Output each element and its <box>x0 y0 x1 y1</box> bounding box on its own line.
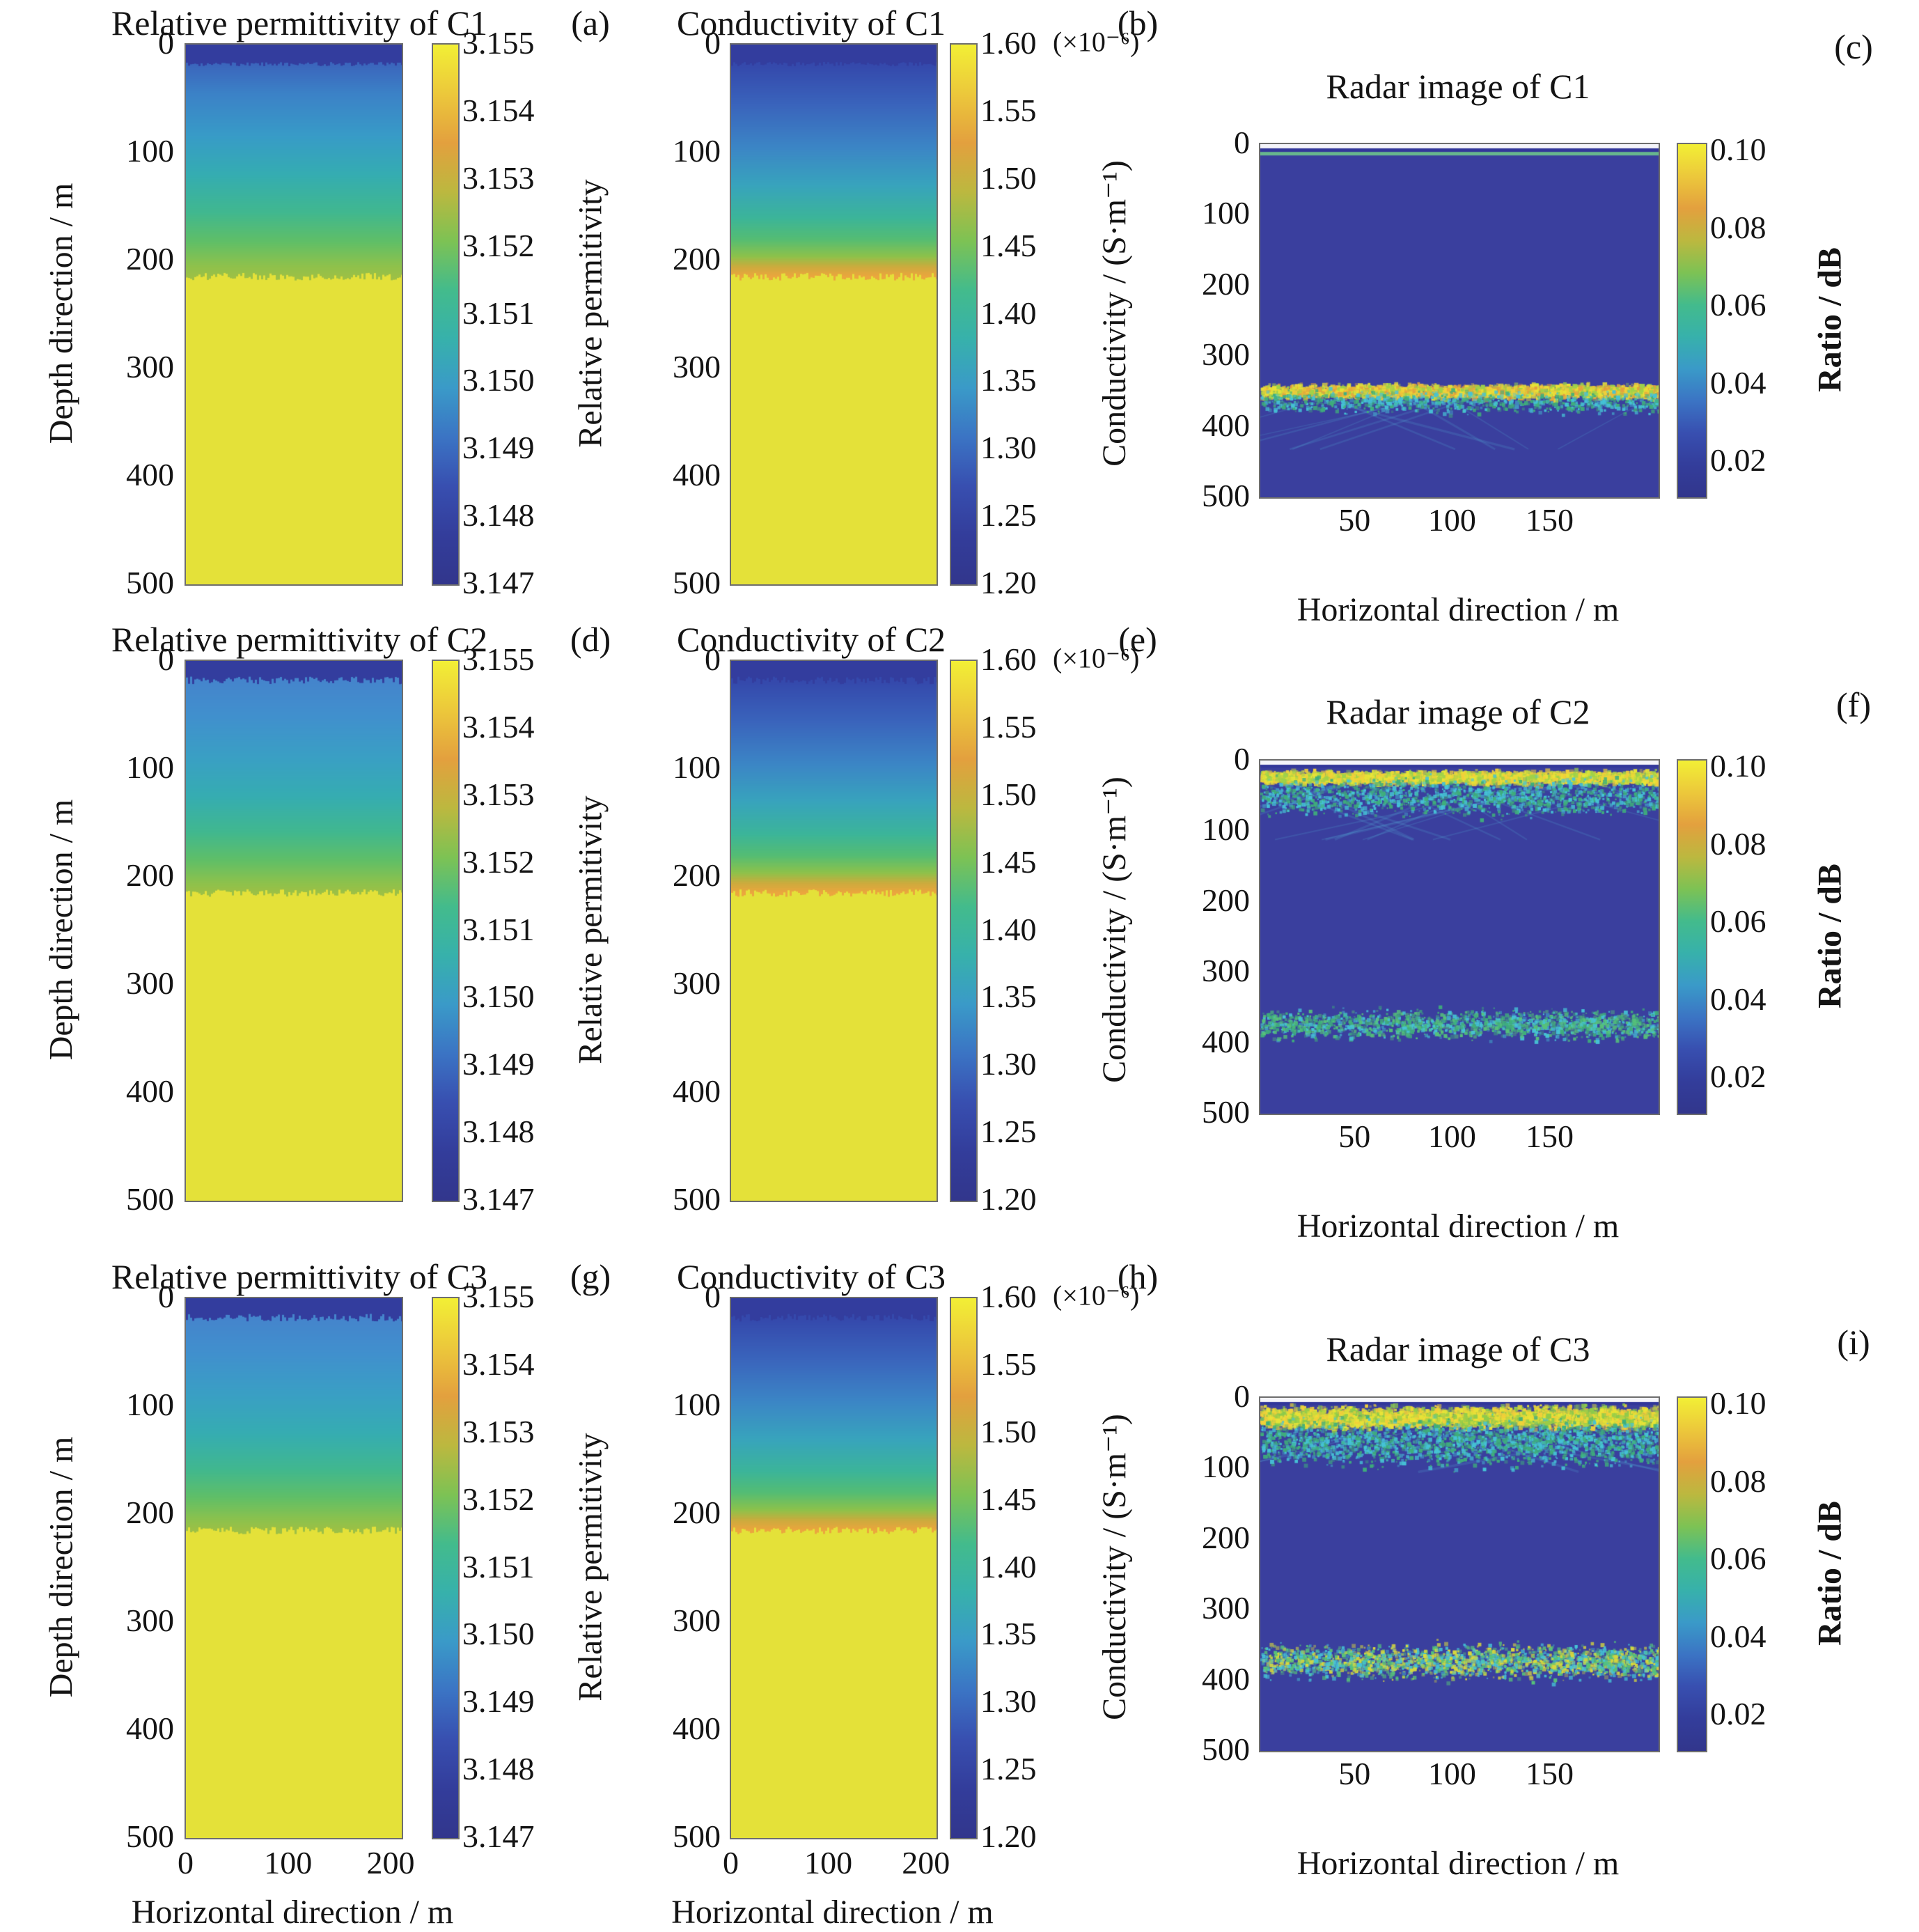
y-tick-label: 200 <box>1125 885 1250 917</box>
panel-c: Radar image of C1 (c) Ratio / dB Horizon… <box>0 0 1919 616</box>
y-tick-label: 200 <box>1125 268 1250 300</box>
colorbar-tick-label: 0.10 <box>1710 1387 1767 1419</box>
colorbar-tick-label: 0.06 <box>1710 905 1767 937</box>
colorbar-tick-label: 0.04 <box>1710 1621 1767 1653</box>
colorbar-tick-label: 0.08 <box>1710 1465 1767 1497</box>
y-tick-label: 0 <box>1125 743 1250 775</box>
y-tick-label: 500 <box>1125 480 1250 512</box>
colorbar-tick-label: 0.10 <box>1710 750 1767 782</box>
panel-title: Radar image of C3 <box>1326 1329 1590 1369</box>
x-axis-label: Horizontal direction / m <box>1297 1207 1620 1245</box>
panel-letter: (i) <box>1837 1322 1870 1362</box>
x-tick-label: 100 <box>1428 1121 1476 1153</box>
y-tick-label: 300 <box>1125 338 1250 371</box>
colorbar-tick-label: 0.02 <box>1710 1061 1767 1093</box>
panel-title: Radar image of C1 <box>1326 66 1590 107</box>
colorbar-tick-label: 0.06 <box>1710 1543 1767 1575</box>
y-tick-label: 100 <box>1125 813 1250 846</box>
y-tick-label: 200 <box>1125 1522 1250 1554</box>
colorbar <box>1677 143 1707 499</box>
x-tick-label: 50 <box>1338 1121 1370 1153</box>
y-tick-label: 400 <box>1125 410 1250 442</box>
colorbar-tick-label: 0.02 <box>1710 1698 1767 1730</box>
panel-f: Radar image of C2 (f) Ratio / dB Horizon… <box>0 616 1919 1254</box>
panel-title: Radar image of C2 <box>1326 692 1590 732</box>
colorbar <box>1677 759 1707 1115</box>
colorbar-label: Ratio / dB <box>1811 247 1849 391</box>
y-tick-label: 100 <box>1125 197 1250 229</box>
radar-image-canvas <box>1259 143 1660 499</box>
y-tick-label: 500 <box>1125 1096 1250 1128</box>
y-tick-label: 100 <box>1125 1451 1250 1483</box>
colorbar-tick-label: 0.08 <box>1710 212 1767 244</box>
y-tick-label: 300 <box>1125 955 1250 987</box>
colorbar-tick-label: 0.02 <box>1710 444 1767 476</box>
x-tick-label: 150 <box>1526 504 1574 536</box>
colorbar-tick-label: 0.08 <box>1710 828 1767 860</box>
x-tick-label: 50 <box>1338 1758 1370 1790</box>
x-tick-label: 150 <box>1526 1121 1574 1153</box>
x-tick-label: 150 <box>1526 1758 1574 1790</box>
radar-image-canvas <box>1259 1396 1660 1752</box>
x-axis-label: Horizontal direction / m <box>1297 1844 1620 1883</box>
figure-canvas: Relative permittivity of C1 (a) Depth di… <box>0 0 1919 1932</box>
x-tick-label: 100 <box>1428 504 1476 536</box>
colorbar-tick-label: 0.10 <box>1710 134 1767 166</box>
y-tick-label: 400 <box>1125 1663 1250 1695</box>
x-tick-label: 50 <box>1338 504 1370 536</box>
colorbar-tick-label: 0.04 <box>1710 367 1767 399</box>
radar-image-canvas <box>1259 759 1660 1115</box>
x-tick-label: 100 <box>1428 1758 1476 1790</box>
panel-i: Radar image of C3 (i) Ratio / dB Horizon… <box>0 1254 1919 1932</box>
y-tick-label: 0 <box>1125 127 1250 159</box>
colorbar <box>1677 1396 1707 1752</box>
colorbar-label: Ratio / dB <box>1811 863 1849 1008</box>
y-tick-label: 300 <box>1125 1592 1250 1624</box>
y-tick-label: 0 <box>1125 1380 1250 1412</box>
y-tick-label: 400 <box>1125 1026 1250 1058</box>
panel-letter: (c) <box>1834 26 1873 67</box>
y-tick-label: 500 <box>1125 1734 1250 1766</box>
panel-letter: (f) <box>1836 685 1871 725</box>
colorbar-label: Ratio / dB <box>1811 1500 1849 1645</box>
colorbar-tick-label: 0.06 <box>1710 289 1767 321</box>
colorbar-tick-label: 0.04 <box>1710 983 1767 1015</box>
